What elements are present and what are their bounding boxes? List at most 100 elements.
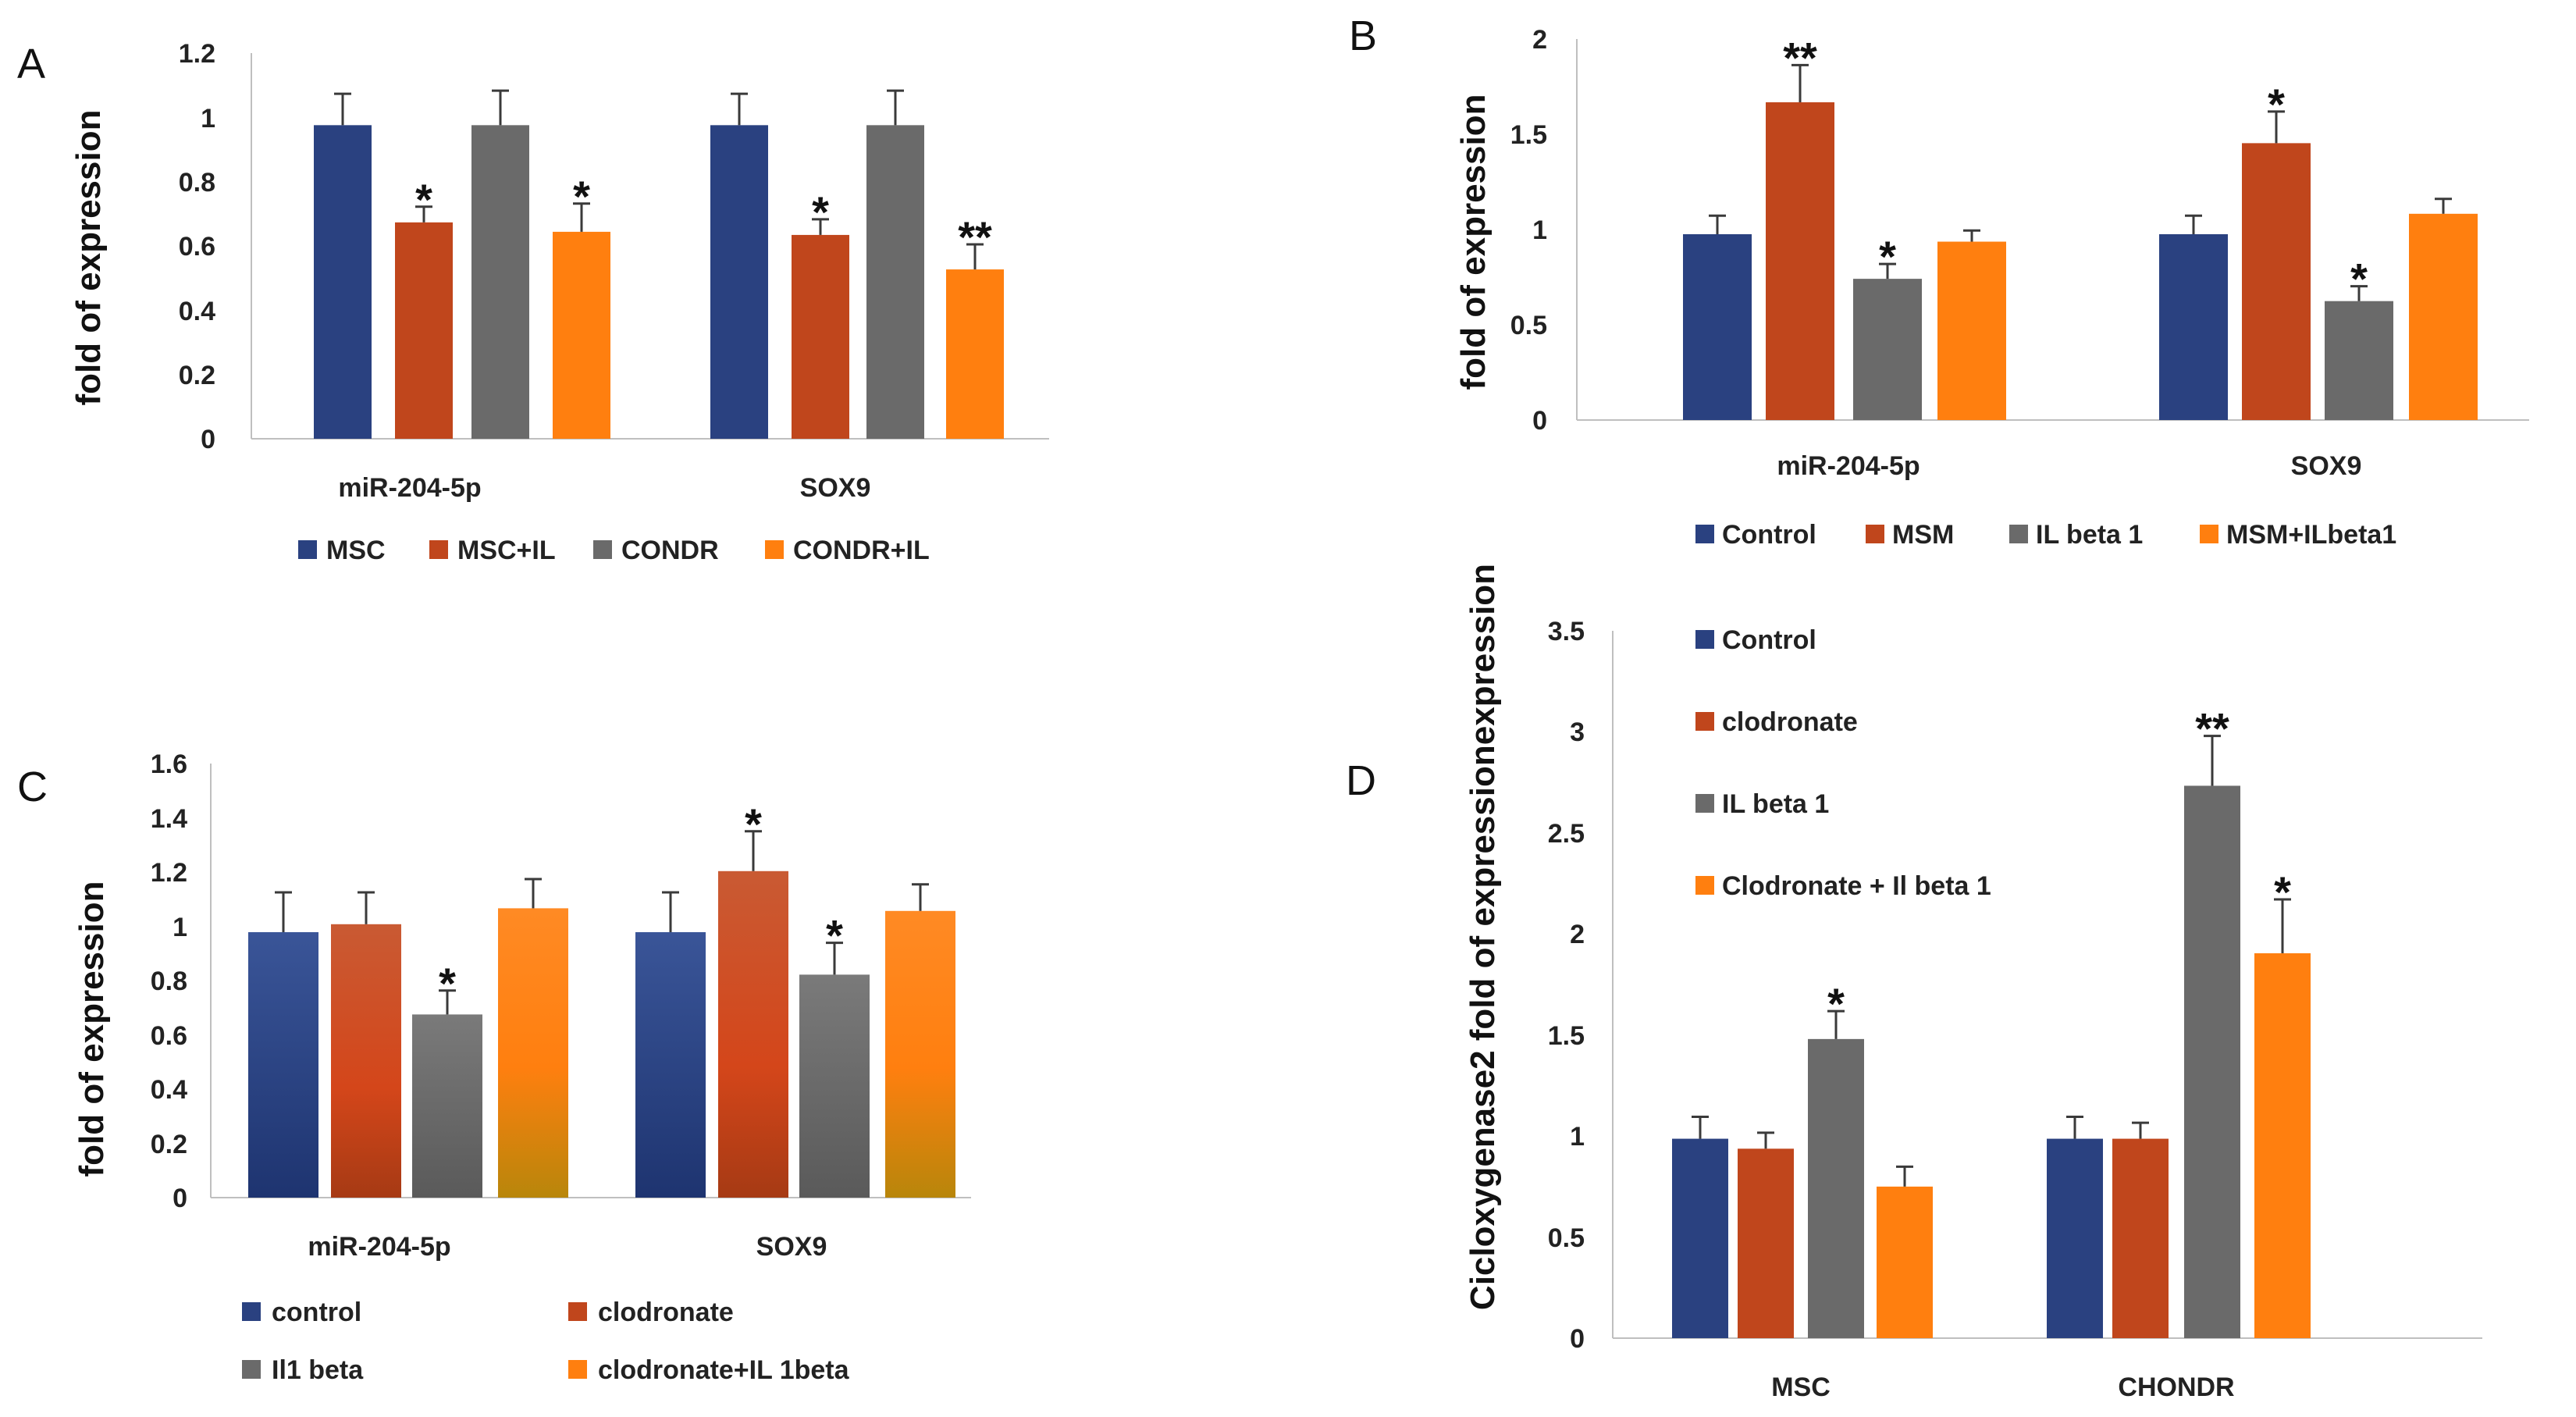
panel-c-bars: * * *: [248, 799, 955, 1198]
panel-d-legend-label-1: clodronate: [1722, 707, 1858, 737]
panel-d-bar-0-0: [1672, 1138, 1728, 1338]
panel-c-bar-3-1: [885, 910, 955, 1198]
panel-c-tick-4: 0.8: [151, 967, 187, 996]
panel-a-bar-3-1: [946, 269, 1004, 439]
panel-c-significance-2-0: *: [439, 959, 456, 1008]
panel-a-tick-0: 0: [201, 425, 215, 454]
panel-d: D Cicloxygenase2 fold of expressionexpre…: [1346, 564, 2482, 1402]
panel-c-significance-1-1: *: [745, 799, 762, 849]
panel-a-legend-swatch-0: [298, 540, 317, 559]
panel-a-significance-1-0: *: [415, 175, 432, 224]
panel-c-tick-2: 0.4: [151, 1075, 187, 1105]
panel-a-legend-swatch-1: [429, 540, 448, 559]
panel-d-tick-3: 1.5: [1548, 1021, 1585, 1051]
panel-c-legend-label-0: control: [272, 1298, 361, 1327]
panel-d-legend-swatch-0: [1695, 630, 1714, 649]
panel-a-bar-0-0: [314, 125, 372, 440]
panel-a-ylabel: fold of expression: [69, 110, 108, 406]
panel-a-legend-label-3: CONDR+IL: [793, 536, 930, 565]
panel-b-significance-1-0: **: [1783, 33, 1817, 82]
panel-b-tick-4: 2: [1532, 25, 1547, 55]
panel-c-tick-6: 1.2: [151, 858, 187, 888]
panel-b-bar-0-1: [2159, 234, 2228, 420]
panel-a-significance-3-0: *: [573, 172, 590, 221]
panel-c-tick-3: 0.6: [151, 1021, 187, 1051]
panel-d-significance-3-1: *: [2274, 867, 2291, 917]
panel-c-ticks: 0 0.2 0.4 0.6 0.8 1 1.2 1.4 1.6: [151, 749, 187, 1213]
panel-b-bar-0-0: [1683, 234, 1752, 420]
panel-a-tick-2: 0.4: [179, 297, 215, 326]
panel-b-significance-2-1: *: [2350, 255, 2368, 304]
panel-d-significance-2-1: **: [2195, 704, 2229, 753]
panel-a-bars: * ****: [314, 89, 1004, 440]
panel-a-bar-1-1: [792, 234, 849, 439]
panel-d-tick-7: 3.5: [1548, 617, 1585, 646]
panel-c-ylabel: fold of expression: [73, 881, 111, 1177]
panel-b-tick-3: 1.5: [1510, 120, 1547, 150]
panel-b-tick-1: 0.5: [1510, 311, 1547, 340]
panel-c-legend-swatch-0: [242, 1302, 261, 1321]
panel-a-tick-4: 0.8: [179, 168, 215, 198]
panel-c-bar-2-0: [412, 1014, 482, 1198]
panel-c-legend-label-3: clodronate+IL 1beta: [598, 1355, 850, 1385]
panel-c-legend-label-1: clodronate: [598, 1298, 734, 1327]
panel-a-category-1: SOX9: [800, 473, 871, 503]
panel-c-significance-2-1: *: [826, 911, 843, 960]
panel-a-significance-3-1: **: [958, 212, 992, 262]
panel-d-ticks: 0 0.5 1 1.5 2 2.5 3 3.5: [1548, 617, 1585, 1354]
panel-b-ylabel: fold of expression: [1454, 94, 1493, 390]
panel-d-legend-label-0: Control: [1722, 625, 1816, 655]
panel-a-tick-5: 1: [201, 104, 215, 134]
panel-c-tick-1: 0.2: [151, 1130, 187, 1159]
panel-d-bar-2-0: [1808, 1038, 1864, 1338]
panel-b-legend: Control MSM IL beta 1 MSM+ILbeta1: [1695, 520, 2396, 550]
panel-b-significance-2-0: *: [1879, 232, 1896, 281]
panel-a-legend-label-0: MSC: [326, 536, 386, 565]
panel-a-ticks: 0 0.2 0.4 0.6 0.8 1 1.2: [179, 39, 215, 454]
panel-a-category-0: miR-204-5p: [338, 473, 481, 503]
panel-d-category-0: MSC: [1771, 1372, 1831, 1402]
panel-c-legend-swatch-1: [568, 1302, 587, 1321]
panel-b-tick-2: 1: [1532, 215, 1547, 245]
panel-b-tick-0: 0: [1532, 406, 1547, 436]
panel-d-bars: ****: [1672, 704, 2311, 1338]
panel-b-category-1: SOX9: [2291, 451, 2362, 481]
panel-a-tick-6: 1.2: [179, 39, 215, 69]
panel-b-legend-label-0: Control: [1722, 520, 1816, 550]
panel-b-bar-1-0: [1766, 102, 1834, 420]
panel-a-bar-2-0: [471, 125, 529, 440]
panel-b-legend-swatch-3: [2200, 525, 2218, 543]
panel-c-tick-5: 1: [173, 913, 187, 942]
panel-d-bar-2-1: [2184, 785, 2240, 1338]
panel-c-tick-0: 0: [173, 1184, 187, 1213]
panel-b-bar-1-1: [2242, 143, 2311, 420]
panel-b-bar-2-0: [1853, 279, 1922, 420]
panel-d-tick-0: 0: [1570, 1324, 1585, 1354]
panel-letter-c: C: [17, 764, 48, 810]
panel-c-bar-0-1: [635, 932, 706, 1198]
panel-a-tick-3: 0.6: [179, 232, 215, 262]
panel-b-legend-label-2: IL beta 1: [2036, 520, 2143, 550]
panel-a-bar-0-1: [710, 125, 768, 440]
panel-a-bar-3-0: [553, 231, 610, 439]
panel-b-ticks: 0 0.5 1 1.5 2: [1510, 25, 1547, 436]
panel-c-legend: control clodronate Il1 beta clodronate+I…: [242, 1298, 850, 1385]
panel-d-legend-swatch-3: [1695, 876, 1714, 895]
panel-d-category-1: CHONDR: [2118, 1372, 2234, 1402]
panel-a-legend: MSC MSC+IL CONDR CONDR+IL: [298, 536, 930, 565]
panel-letter-a: A: [17, 41, 45, 87]
panel-d-legend-swatch-1: [1695, 712, 1714, 731]
panel-letter-d: D: [1346, 757, 1376, 804]
panel-d-legend-swatch-2: [1695, 794, 1714, 813]
panel-b-category-0: miR-204-5p: [1777, 451, 1920, 481]
panel-d-tick-1: 0.5: [1548, 1223, 1585, 1253]
panel-c-legend-swatch-3: [568, 1360, 587, 1379]
panel-c-bar-3-0: [498, 908, 568, 1198]
panel-b-legend-swatch-2: [2009, 525, 2028, 543]
panel-a-bar-2-1: [866, 125, 924, 440]
panel-c-category-1: SOX9: [756, 1232, 827, 1262]
panel-b-legend-swatch-0: [1695, 525, 1714, 543]
panel-b-bar-3-1: [2409, 213, 2478, 420]
panel-a-legend-label-2: CONDR: [621, 536, 719, 565]
panel-b-bar-3-0: [1937, 241, 2006, 420]
